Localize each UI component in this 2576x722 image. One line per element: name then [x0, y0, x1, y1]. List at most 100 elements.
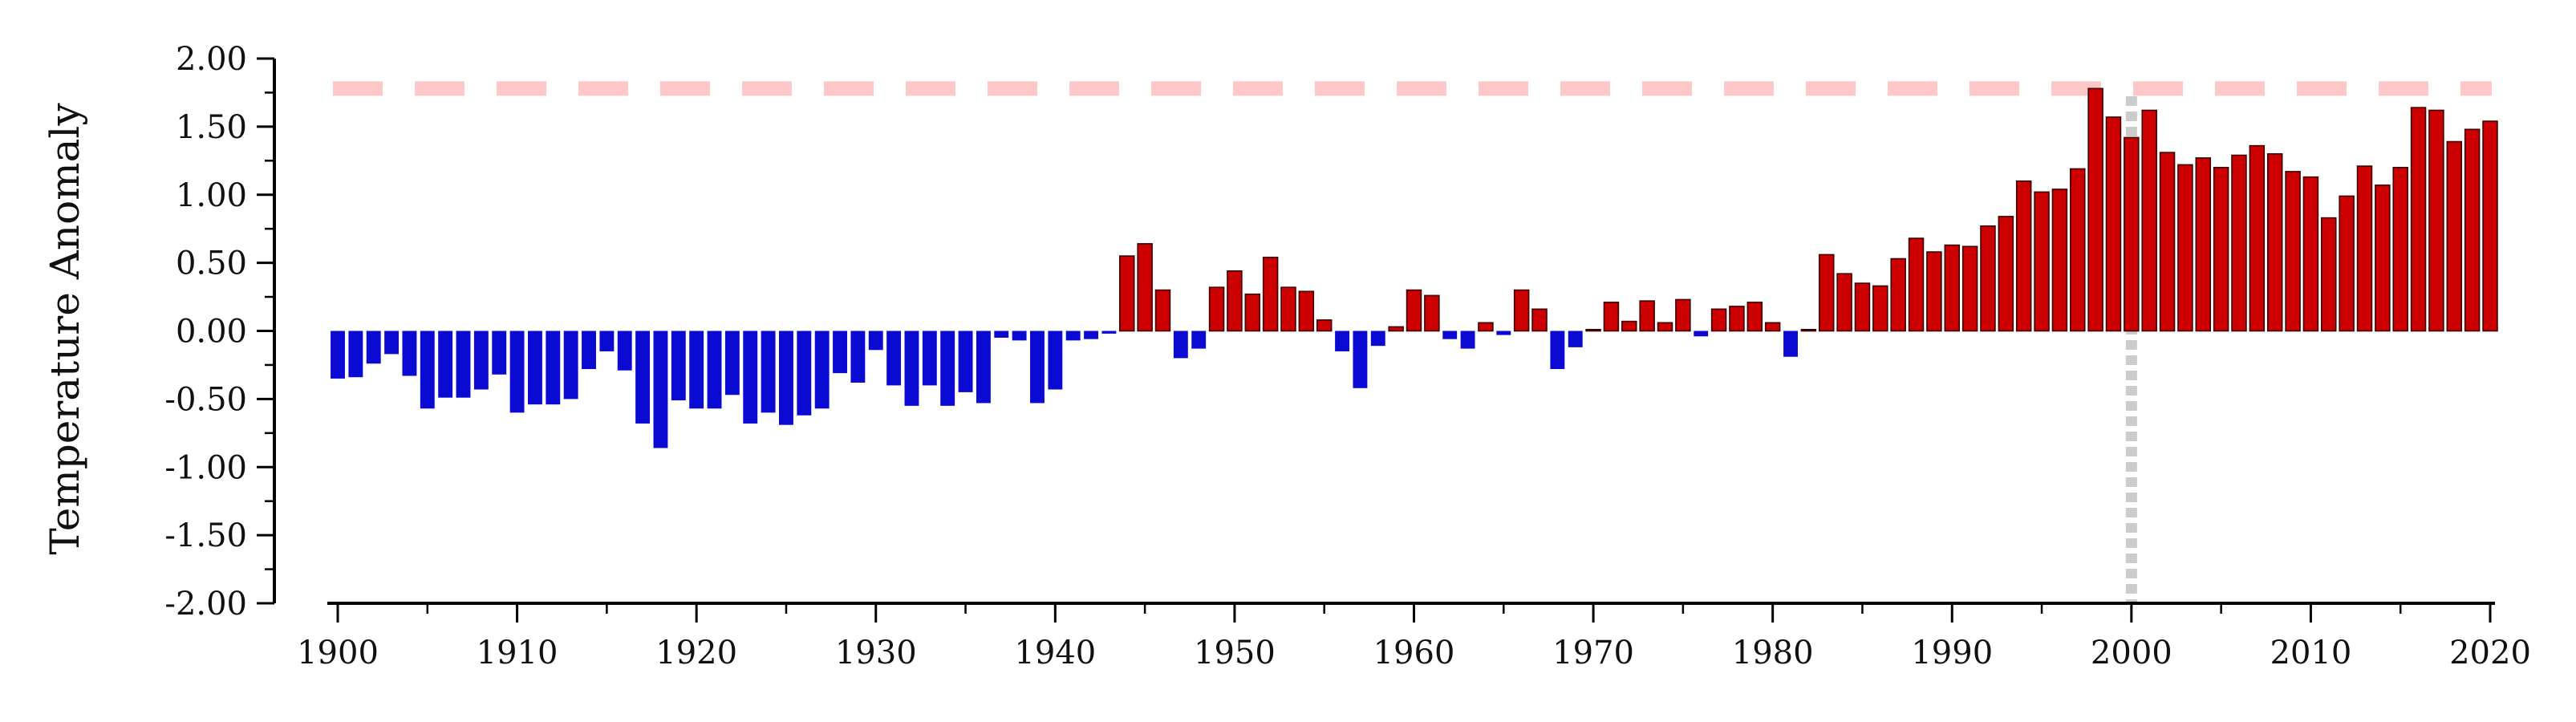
bar-1906 [438, 331, 453, 398]
bar-2000 [2124, 136, 2140, 332]
bar-1919 [671, 331, 686, 401]
bar-1927 [814, 331, 830, 409]
bar-1992 [1980, 225, 1996, 332]
x-tick-label: 1900 [297, 635, 379, 671]
bar-1955 [1316, 319, 1333, 332]
bar-1917 [635, 331, 651, 424]
bar-1913 [563, 331, 578, 400]
bar-1950 [1227, 270, 1243, 332]
bar-1949 [1208, 286, 1225, 332]
bar-1959 [1388, 326, 1404, 332]
bar-1905 [420, 331, 435, 409]
bar-1980 [1764, 322, 1781, 332]
bar-1920 [689, 331, 704, 409]
bar-1940 [1048, 331, 1063, 390]
bar-1966 [1513, 289, 1530, 332]
bar-1967 [1531, 308, 1548, 332]
bar-1925 [779, 331, 793, 425]
bar-1968 [1550, 331, 1565, 370]
bar-1989 [1926, 251, 1942, 332]
bar-1982 [1800, 328, 1817, 332]
bar-1911 [528, 331, 542, 405]
bar-2003 [2177, 164, 2193, 332]
bar-1956 [1335, 331, 1350, 351]
bar-1923 [743, 331, 758, 424]
bar-1912 [546, 331, 561, 405]
bar-1993 [1998, 216, 2014, 332]
bar-1904 [402, 331, 417, 376]
bar-1935 [958, 331, 973, 392]
bar-1978 [1729, 306, 1745, 332]
bar-1941 [1065, 331, 1081, 341]
bar-2012 [2339, 195, 2355, 332]
bar-1951 [1244, 293, 1261, 332]
bar-1977 [1710, 308, 1727, 332]
bar-2019 [2464, 128, 2481, 332]
bar-1995 [2034, 191, 2050, 332]
bar-2005 [2213, 167, 2229, 332]
bar-1985 [1854, 282, 1871, 332]
bar-1973 [1639, 300, 1655, 332]
y-tick-label: 1.50 [176, 109, 247, 146]
bar-1936 [976, 331, 991, 404]
x-tick-label: 2020 [2449, 635, 2531, 671]
bar-1916 [617, 331, 632, 371]
bar-2009 [2285, 171, 2301, 332]
bar-2010 [2302, 176, 2319, 332]
bar-1990 [1944, 244, 1961, 332]
bar-1909 [492, 331, 507, 375]
bar-1948 [1191, 331, 1207, 349]
x-tick-label: 1930 [835, 635, 917, 671]
bar-1946 [1154, 289, 1171, 332]
bar-1953 [1280, 286, 1296, 332]
y-tick-label: 0.00 [176, 314, 247, 351]
bar-1976 [1694, 331, 1709, 337]
bar-1918 [653, 331, 668, 448]
bar-1991 [1961, 245, 1978, 332]
bar-1921 [707, 331, 722, 409]
bar-1929 [850, 331, 866, 383]
bar-1961 [1424, 294, 1440, 332]
x-tick-label: 1910 [477, 635, 558, 671]
bar-1910 [509, 331, 525, 413]
bar-1994 [2015, 180, 2032, 332]
bar-1945 [1137, 243, 1153, 332]
bar-2001 [2141, 109, 2157, 332]
bar-1938 [1012, 331, 1027, 341]
bar-1903 [384, 331, 400, 355]
bar-1939 [1030, 331, 1045, 404]
y-axis-label: Temperature Anomaly [42, 103, 88, 555]
x-tick-label: 1950 [1194, 635, 1276, 671]
tick-labels-layer: 2.00 1.50 1.00 0.50 0.00 -0.50 -1.00 -1.50 -2.00… [164, 41, 2530, 671]
y-tick-label: -2.00 [164, 586, 247, 623]
bar-1975 [1675, 298, 1691, 332]
y-tick-label: 0.50 [176, 245, 247, 282]
bar-1947 [1173, 331, 1188, 359]
bar-1908 [473, 331, 489, 390]
bar-1933 [922, 331, 937, 386]
bar-2015 [2392, 167, 2408, 332]
bar-1942 [1084, 331, 1098, 339]
bar-1928 [833, 331, 847, 374]
bar-2017 [2428, 109, 2444, 332]
bar-1981 [1783, 331, 1798, 357]
bar-1922 [724, 331, 740, 395]
bar-1987 [1890, 258, 1906, 332]
x-tick-label: 1940 [1014, 635, 1096, 671]
y-tick-label: -0.50 [164, 381, 247, 418]
bar-1971 [1603, 302, 1620, 332]
x-tick-label: 1980 [1732, 635, 1814, 671]
bar-1964 [1478, 322, 1494, 332]
bar-1952 [1262, 257, 1279, 332]
bar-2018 [2446, 140, 2463, 332]
bar-1988 [1908, 237, 1925, 332]
bar-1999 [2105, 116, 2122, 332]
bar-1984 [1836, 273, 1852, 332]
bar-1915 [599, 331, 615, 351]
bars-layer [331, 87, 2498, 448]
bar-1969 [1568, 331, 1583, 347]
bar-1926 [797, 331, 812, 416]
bar-2013 [2356, 165, 2373, 332]
y-tick-label: -1.50 [164, 517, 247, 554]
